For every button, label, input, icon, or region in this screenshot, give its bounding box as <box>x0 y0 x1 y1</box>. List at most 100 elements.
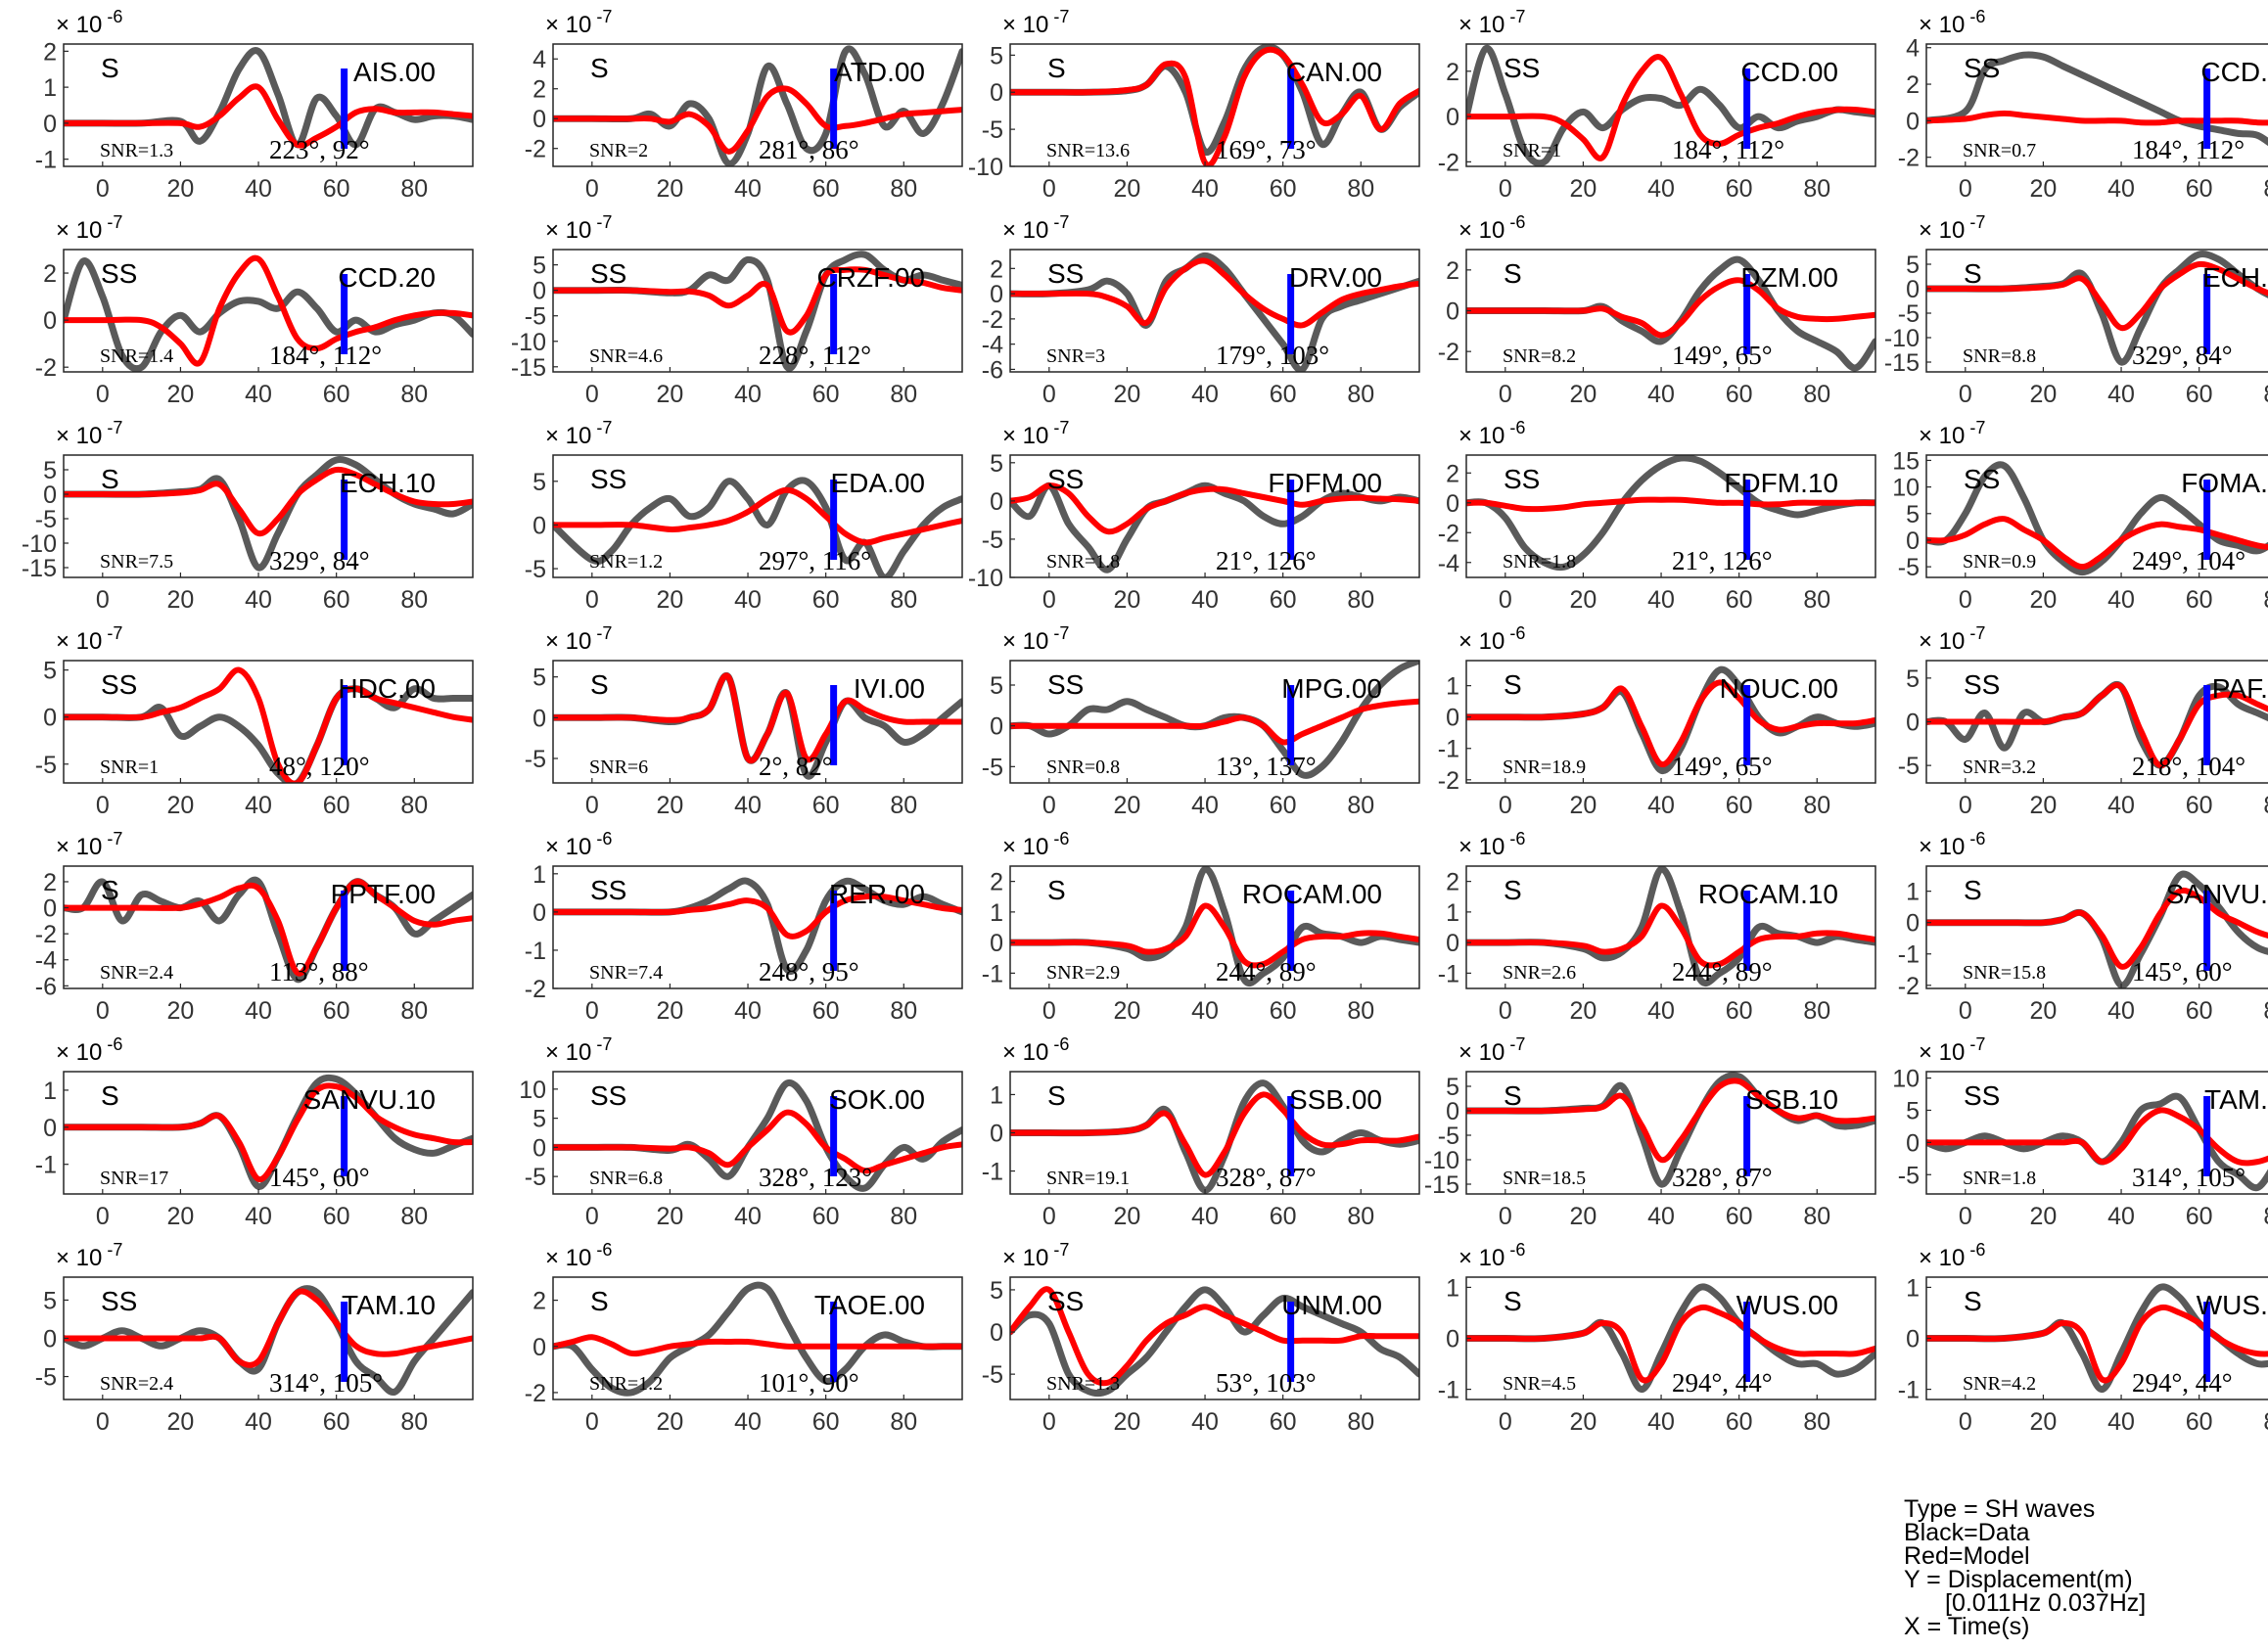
y-tick-label: -15 <box>22 555 57 582</box>
snr-label: SNR=2.6 <box>1503 962 1576 984</box>
y-tick-label: -5 <box>35 752 57 779</box>
axes-box <box>1009 249 1420 373</box>
x-tick-label: 0 <box>1959 381 1972 408</box>
x-tick-label: 20 <box>2030 586 2058 614</box>
x-tick-label: 60 <box>1726 1203 1753 1230</box>
x-tick-label: 80 <box>1803 1408 1830 1436</box>
plot-area <box>1926 1092 2268 1192</box>
plot-area <box>553 1281 962 1397</box>
station-label: CAN.00 <box>1286 57 1382 87</box>
x-tick-label: 40 <box>1647 175 1675 203</box>
y-tick-label: -2 <box>1898 973 1920 1000</box>
azimuth-distance-label: 314°, 105° <box>2132 1163 2245 1192</box>
waveform-panel-ssb-10: × 10 -70 20 40 60 80-15-10-505 S SSB.10SNR=18.… <box>1424 1034 1876 1230</box>
x-tick-label: 60 <box>323 381 350 408</box>
model-trace <box>1466 1078 1875 1164</box>
model-trace <box>1010 482 1419 535</box>
x-tick-label: 60 <box>1270 997 1297 1025</box>
y-tick-label: -5 <box>982 116 1003 144</box>
y-tick-label: 2 <box>43 869 57 896</box>
axes-box <box>1465 660 1876 784</box>
azimuth-distance-label: 2°, 82° <box>759 752 833 781</box>
azimuth-distance-label: 249°, 104° <box>2132 546 2245 575</box>
data-trace <box>64 257 473 372</box>
y-tick-label: 0 <box>1446 1098 1459 1125</box>
exponent-label: × 10 -7 <box>1919 623 1985 655</box>
azimuth-distance-label: 53°, 103° <box>1216 1368 1317 1398</box>
y-tick-label: -10 <box>22 530 57 558</box>
y-tick-label: -1 <box>1438 1377 1459 1404</box>
y-tick-label: -1 <box>35 1152 57 1179</box>
model-trace <box>1010 257 1419 329</box>
y-tick-label: 1 <box>990 899 1003 927</box>
exponent-label: × 10 -6 <box>1919 7 1985 38</box>
y-tick-label: -5 <box>525 1164 546 1191</box>
station-label: ECH.10 <box>340 468 436 498</box>
x-tick-label: 40 <box>1647 586 1675 614</box>
phase-label: SS <box>1047 669 1084 700</box>
x-tick-label: 80 <box>2263 792 2268 819</box>
axes-box <box>1925 454 2268 578</box>
station-label: SANVU.00 <box>2166 879 2268 909</box>
azimuth-distance-label: 244°, 89° <box>1216 957 1317 986</box>
y-tick-label: -15 <box>511 354 546 382</box>
x-tick-label: 80 <box>400 586 428 614</box>
x-tick-label: 20 <box>1570 1203 1597 1230</box>
x-tick-label: 20 <box>1114 381 1141 408</box>
azimuth-distance-label: 218°, 104° <box>2132 752 2245 781</box>
y-tick-label: 2 <box>43 260 57 288</box>
y-tick-label: 0 <box>990 79 1003 107</box>
snr-label: SNR=1.8 <box>1503 551 1576 573</box>
x-tick-label: 60 <box>812 997 840 1025</box>
phase-label: SS <box>590 258 626 289</box>
x-tick-label: 40 <box>2107 1203 2135 1230</box>
x-tick-label: 20 <box>1570 792 1597 819</box>
x-tick-label: 40 <box>1647 1203 1675 1230</box>
x-tick-label: 0 <box>1959 1408 1972 1436</box>
data-trace <box>1466 455 1875 572</box>
y-tick-label: -10 <box>1884 325 1920 352</box>
x-tick-label: 0 <box>96 792 110 819</box>
exponent-label: × 10 -7 <box>1919 418 1985 449</box>
x-tick-label: 40 <box>1191 1203 1219 1230</box>
y-tick-label: 0 <box>1446 104 1459 131</box>
y-tick-label: 1 <box>990 1081 1003 1109</box>
model-trace <box>1926 682 2268 769</box>
snr-label: SNR=18.5 <box>1503 1168 1586 1189</box>
x-tick-label: 60 <box>1270 1408 1297 1436</box>
x-tick-label: 20 <box>1114 586 1141 614</box>
x-tick-label: 80 <box>1347 997 1374 1025</box>
y-tick-label: -2 <box>1438 767 1459 795</box>
x-tick-label: 0 <box>1499 1408 1512 1436</box>
y-tick-label: -1 <box>1438 960 1459 987</box>
station-label: AIS.00 <box>353 57 436 87</box>
station-label: CCD.10 <box>2200 57 2268 87</box>
y-tick-label: 5 <box>1906 252 1920 279</box>
x-tick-label: 20 <box>2030 997 2058 1025</box>
x-tick-label: 80 <box>2263 1203 2268 1230</box>
station-label: UNM.00 <box>1281 1290 1382 1320</box>
x-tick-label: 80 <box>1803 1203 1830 1230</box>
plot-area <box>1010 1079 1419 1194</box>
x-tick-label: 60 <box>1270 1203 1297 1230</box>
x-tick-label: 0 <box>1499 175 1512 203</box>
snr-label: SNR=2.4 <box>100 962 173 984</box>
y-tick-label: 0 <box>990 281 1003 308</box>
x-tick-label: 40 <box>245 792 272 819</box>
x-tick-label: 0 <box>96 1203 110 1230</box>
y-tick-label: 0 <box>532 1334 546 1361</box>
x-tick-label: 0 <box>1042 792 1056 819</box>
y-tick-label: -5 <box>1438 1123 1459 1150</box>
axes-box <box>63 454 474 578</box>
x-tick-label: 0 <box>585 997 599 1025</box>
data-trace <box>553 477 962 577</box>
plot-area <box>553 45 962 166</box>
x-tick-label: 60 <box>1726 792 1753 819</box>
x-tick-label: 80 <box>1803 175 1830 203</box>
y-tick-label: -5 <box>1898 300 1920 328</box>
y-tick-label: 5 <box>1906 665 1920 693</box>
phase-label: SS <box>1504 464 1540 494</box>
legend-band: [0.011Hz 0.037Hz] <box>1945 1589 2147 1617</box>
x-tick-label: 80 <box>2263 997 2268 1025</box>
